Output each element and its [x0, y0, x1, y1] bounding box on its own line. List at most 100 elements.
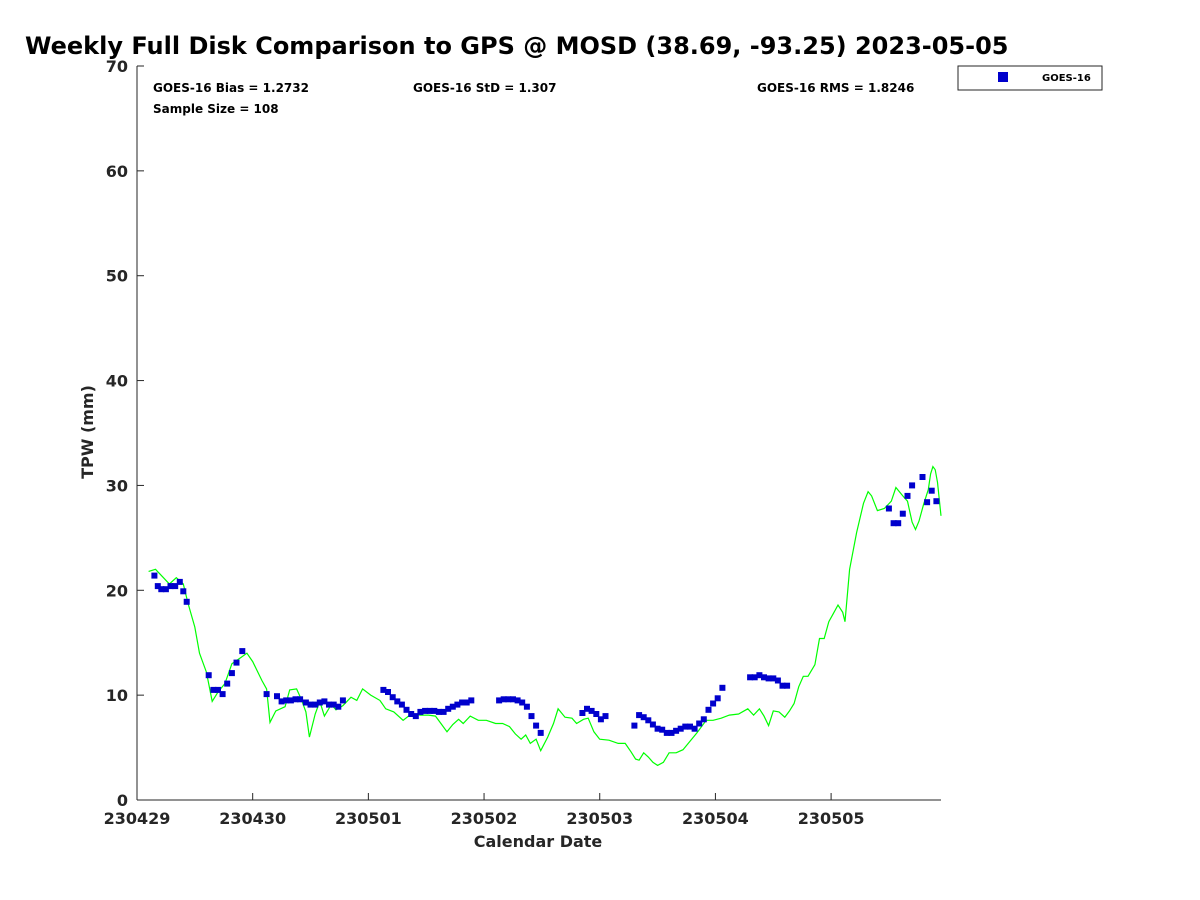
x-tick-label: 230505	[798, 809, 865, 828]
goes16-point	[663, 729, 670, 736]
goes16-point	[263, 691, 270, 698]
goes16-point	[468, 697, 475, 704]
goes16-point	[292, 696, 299, 703]
goes16-point	[435, 708, 442, 715]
goes16-point	[928, 487, 935, 494]
sample-size-stat: Sample Size = 108	[153, 102, 279, 116]
goes16-point	[673, 727, 680, 734]
y-tick-label: 30	[106, 476, 128, 495]
goes16-point	[895, 520, 902, 527]
x-tick-label: 230502	[451, 809, 518, 828]
goes16-point	[700, 716, 707, 723]
goes16-point	[584, 705, 590, 712]
goes16-point	[330, 701, 337, 708]
goes16-point	[394, 698, 401, 705]
goes16-point	[228, 670, 235, 677]
goes16-series	[151, 474, 940, 736]
goes16-point	[389, 694, 396, 701]
goes16-point	[422, 707, 429, 714]
x-tick-label: 230501	[335, 809, 402, 828]
goes16-point	[933, 498, 940, 505]
goes16-point	[636, 712, 643, 719]
x-tick-label: 230429	[104, 809, 171, 828]
goes16-point	[631, 722, 638, 729]
goes16-point	[496, 697, 503, 704]
y-tick-label: 0	[117, 791, 128, 810]
goes16-point	[747, 674, 754, 681]
goes16-point	[339, 697, 346, 704]
goes16-point	[321, 698, 328, 705]
goes16-point	[426, 707, 433, 714]
goes16-point	[154, 583, 161, 590]
plot-area	[137, 66, 941, 800]
goes16-point	[158, 586, 165, 593]
legend-label-goes16: GOES-16	[1042, 73, 1091, 84]
goes16-point	[297, 696, 304, 703]
goes16-point	[326, 701, 332, 708]
goes16-point	[510, 696, 516, 703]
goes16-point	[385, 689, 391, 695]
goes16-point	[588, 707, 595, 714]
y-tick-label: 20	[106, 581, 128, 600]
goes16-point	[162, 586, 169, 593]
goes16-point	[445, 705, 452, 712]
x-tick-label: 230503	[566, 809, 633, 828]
goes16-point	[640, 714, 647, 721]
goes16-point	[710, 700, 717, 707]
goes16-point	[649, 721, 656, 728]
goes16-point	[151, 572, 158, 579]
goes16-point	[528, 713, 535, 720]
x-tick-label: 230430	[219, 809, 286, 828]
goes16-point	[885, 505, 892, 512]
goes16-point	[278, 698, 285, 705]
goes16-point	[533, 722, 540, 729]
goes16-point	[500, 696, 507, 703]
legend-box	[957, 65, 1103, 91]
goes16-point	[219, 691, 226, 698]
goes16-point	[224, 680, 231, 687]
y-tick-label: 50	[106, 267, 128, 286]
goes16-point	[904, 492, 911, 499]
legend-marker-goes16	[998, 72, 1008, 82]
goes16-point	[335, 703, 342, 710]
goes16-point	[654, 725, 661, 732]
axes: 0 10 20 30 40 50 60 70 230429 230430 230501 230502 2…	[104, 57, 941, 828]
goes16-point	[380, 686, 387, 693]
goes16-point	[210, 686, 217, 693]
goes16-point	[756, 672, 763, 679]
goes16-point	[579, 710, 586, 716]
goes16-point	[899, 510, 906, 517]
y-tick-label: 10	[106, 686, 128, 705]
goes16-point	[307, 701, 314, 708]
goes16-point	[919, 474, 926, 480]
goes16-point	[233, 659, 240, 666]
x-axis-label: Calendar Date	[474, 832, 603, 851]
goes16-point	[682, 723, 689, 730]
goes16-point	[696, 720, 703, 727]
goes16-point	[459, 699, 466, 706]
goes16-point	[176, 578, 183, 585]
goes16-point	[705, 706, 712, 713]
goes16-point	[302, 699, 309, 706]
goes16-point	[677, 725, 684, 732]
x-tick-label: 230504	[682, 809, 749, 828]
goes16-point	[449, 703, 456, 710]
goes16-point	[316, 699, 323, 706]
std-stat: GOES-16 StD = 1.307	[413, 81, 556, 95]
rms-stat: GOES-16 RMS = 1.8246	[757, 81, 914, 95]
goes16-point	[183, 598, 190, 605]
goes16-point	[312, 701, 319, 708]
goes16-point	[274, 693, 280, 700]
goes16-point	[602, 713, 609, 720]
goes16-point	[687, 723, 693, 730]
y-tick-label: 60	[106, 162, 128, 181]
goes16-point	[770, 675, 777, 682]
goes16-point	[597, 716, 604, 723]
goes16-point	[668, 729, 675, 736]
gps-series	[148, 465, 942, 767]
y-axis-label: TPW (mm)	[78, 385, 97, 479]
goes16-point	[205, 672, 212, 679]
goes16-point	[180, 588, 187, 595]
gps-line	[148, 465, 942, 767]
